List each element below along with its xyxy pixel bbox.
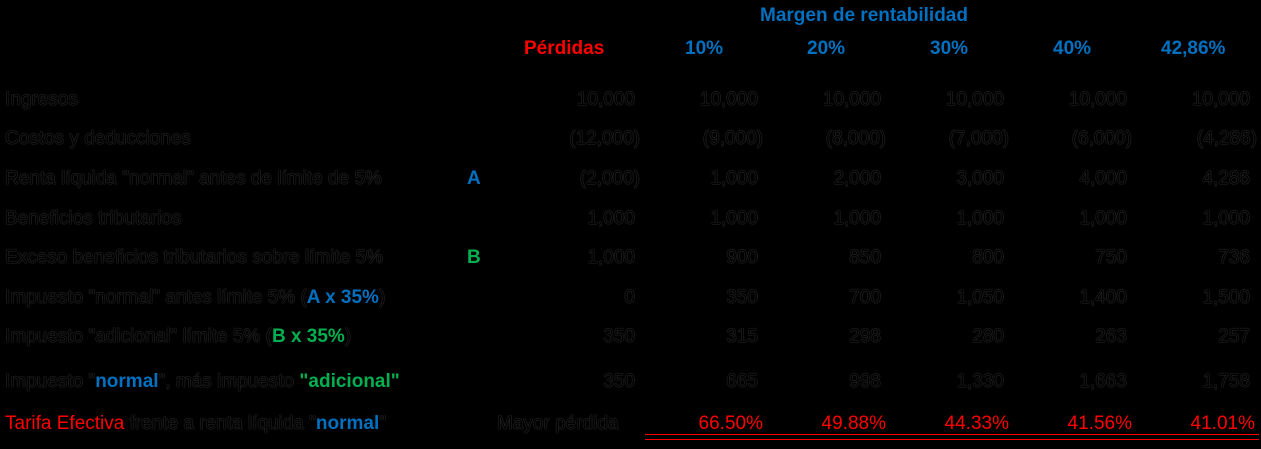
cell: 700 xyxy=(849,287,881,308)
cell: 10,000 xyxy=(1068,89,1127,110)
cell: 315 xyxy=(726,326,758,347)
cell: 900 xyxy=(726,247,758,268)
cell: 350 xyxy=(726,287,758,308)
formula-b: B x 35% xyxy=(271,326,345,347)
cell: 4,286 xyxy=(1202,168,1250,189)
mayor-perdida-note: Mayor pérdida xyxy=(497,413,619,434)
cell: 2,000 xyxy=(833,168,881,189)
row-label-impuesto-total: Impuesto "normal", más impuesto "adicion… xyxy=(5,371,400,393)
cell: (9,000) xyxy=(702,128,763,149)
cell: 1,000 xyxy=(956,208,1004,229)
row-label-renta-liquida: Renta líquida "normal" antes de límite d… xyxy=(5,168,382,189)
double-underline xyxy=(645,434,1259,440)
label-text: Impuesto "adicional" límite 5% ( xyxy=(5,326,272,347)
cell: 3,000 xyxy=(956,168,1004,189)
cell: 665 xyxy=(726,371,758,392)
highlight-normal: normal xyxy=(95,371,159,392)
row-label-exceso: Exceso beneficios tributarios sobre lími… xyxy=(5,247,384,268)
rate-cell: 41.01% xyxy=(1190,413,1255,434)
highlight-normal: normal xyxy=(315,413,380,434)
cell: 1,400 xyxy=(1079,287,1127,308)
row-label-tarifa-efectiva: Tarifa Efectiva frente a renta líquida "… xyxy=(5,413,386,435)
cell: 263 xyxy=(1095,326,1127,347)
label-text: ) xyxy=(378,287,386,308)
cell: 736 xyxy=(1218,247,1250,268)
col-header-10: 10% xyxy=(685,38,724,59)
row-label-beneficios: Beneficios tributarios xyxy=(5,208,182,229)
tarifa-efectiva-label: Tarifa Efectiva xyxy=(5,413,125,434)
cell: 1,663 xyxy=(1079,371,1127,392)
cell: 10,000 xyxy=(699,89,758,110)
row-label-impuesto-normal: Impuesto "normal" antes límite 5% (A x 3… xyxy=(5,287,385,309)
cell: 10,000 xyxy=(576,89,635,110)
group-title: Margen de rentabilidad xyxy=(760,5,968,26)
cell: 10,000 xyxy=(945,89,1004,110)
marker-a: A xyxy=(467,168,481,189)
label-text: ) xyxy=(344,326,352,347)
label-text: Impuesto " xyxy=(5,371,96,392)
cell: (8,000) xyxy=(825,128,886,149)
cell: 1,758 xyxy=(1202,371,1250,392)
cell: 1,000 xyxy=(587,208,635,229)
cell: 1,500 xyxy=(1202,287,1250,308)
label-text: ", más impuesto xyxy=(158,371,300,392)
cell: 998 xyxy=(849,371,881,392)
row-label-impuesto-adicional: Impuesto "adicional" límite 5% (B x 35%) xyxy=(5,326,351,348)
cell: 1,000 xyxy=(1202,208,1250,229)
rate-cell: 41.56% xyxy=(1067,413,1132,434)
cell: 280 xyxy=(972,326,1004,347)
cell: 1,000 xyxy=(833,208,881,229)
cell: 350 xyxy=(603,371,635,392)
col-header-40: 40% xyxy=(1053,38,1092,59)
cell: 1,000 xyxy=(710,168,758,189)
highlight-adicional: "adicional" xyxy=(299,371,400,392)
cell: 10,000 xyxy=(822,89,881,110)
cell: 257 xyxy=(1218,326,1250,347)
cell: 1,000 xyxy=(587,247,635,268)
rate-cell: 49.88% xyxy=(821,413,886,434)
formula-a: A x 35% xyxy=(306,287,379,308)
cell: 1,000 xyxy=(710,208,758,229)
row-label-ingresos: Ingresos xyxy=(5,89,78,110)
label-text: " xyxy=(379,413,387,434)
col-header-perdidas: Pérdidas xyxy=(524,38,605,59)
cell: 750 xyxy=(1095,247,1127,268)
cell: 800 xyxy=(972,247,1004,268)
cell: (2,000) xyxy=(579,168,640,189)
label-text: frente a renta líquida " xyxy=(124,413,316,434)
cell: 0 xyxy=(624,287,635,308)
col-header-4286: 42,86% xyxy=(1161,38,1226,59)
rate-cell: 66.50% xyxy=(698,413,763,434)
label-text: Impuesto "normal" antes límite 5% ( xyxy=(5,287,307,308)
cell: (12,000) xyxy=(569,128,640,149)
cell: 350 xyxy=(603,326,635,347)
rate-cell: 44.33% xyxy=(944,413,1009,434)
col-header-30: 30% xyxy=(930,38,969,59)
cell: 4,000 xyxy=(1079,168,1127,189)
cell: 850 xyxy=(849,247,881,268)
cell: 298 xyxy=(849,326,881,347)
row-label-costos: Costos y deducciones xyxy=(5,128,191,149)
marker-b: B xyxy=(467,247,481,268)
cell: 1,000 xyxy=(1079,208,1127,229)
cell: (7,000) xyxy=(948,128,1009,149)
cell: (6,000) xyxy=(1071,128,1132,149)
cell: 1,050 xyxy=(956,287,1004,308)
cell: 1,330 xyxy=(956,371,1004,392)
col-header-20: 20% xyxy=(807,38,846,59)
cell: (4,286) xyxy=(1196,128,1257,149)
cell: 10,000 xyxy=(1191,89,1250,110)
